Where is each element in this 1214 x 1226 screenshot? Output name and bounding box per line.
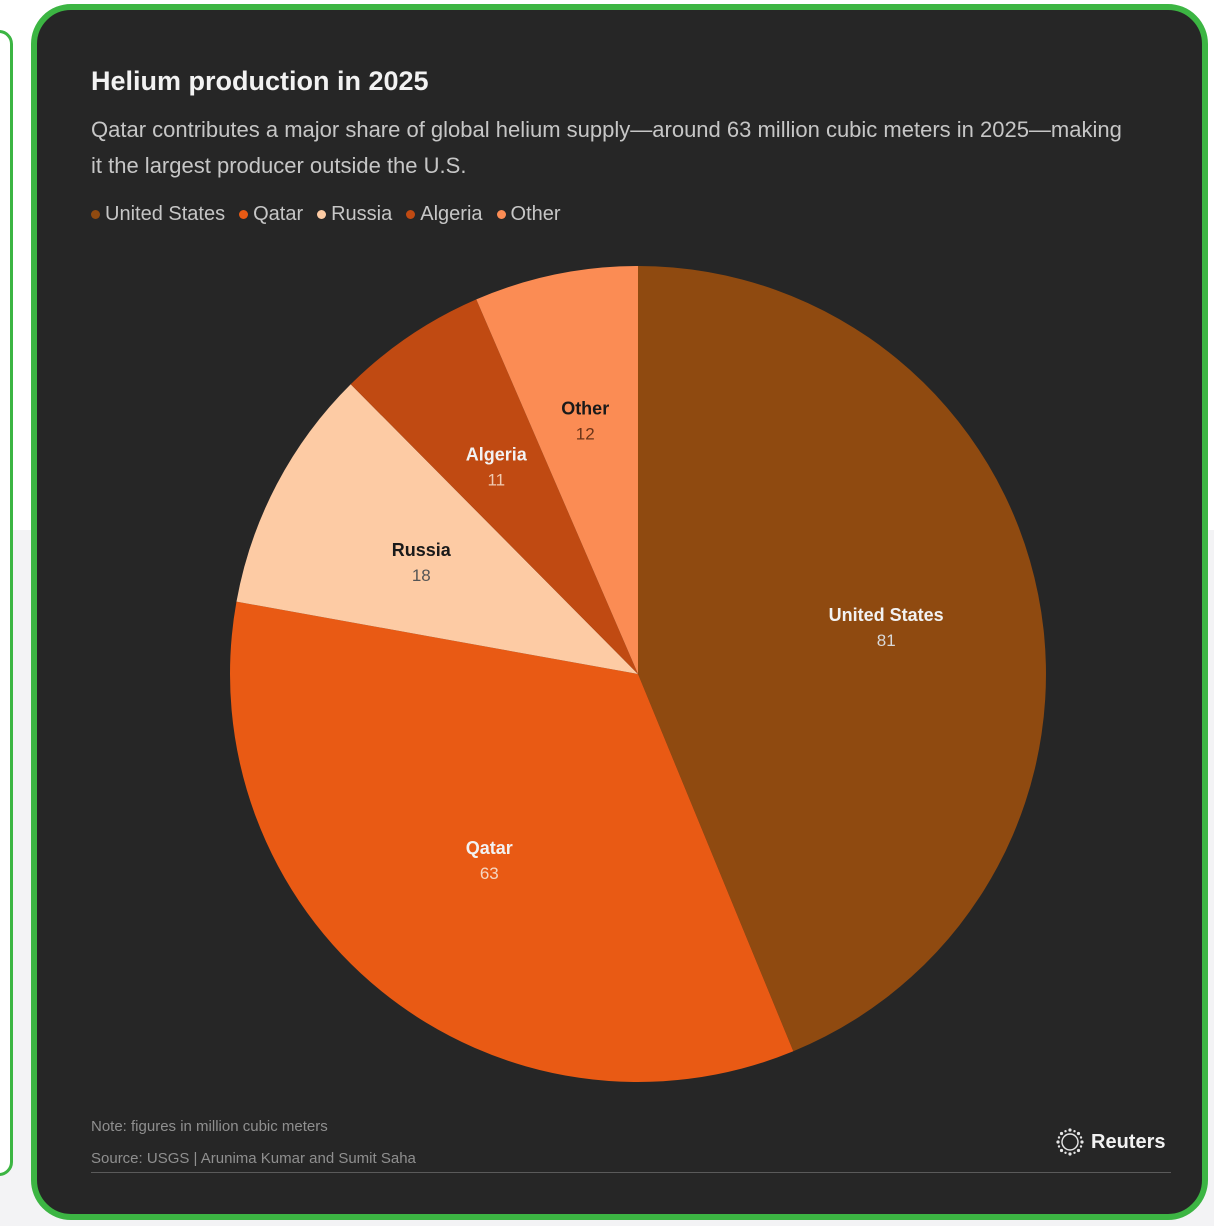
chart-card: Helium production in 2025 Qatar contribu… (31, 4, 1208, 1220)
chart-title: Helium production in 2025 (91, 66, 429, 96)
legend-swatch (91, 210, 100, 219)
legend-label: Other (510, 203, 561, 225)
slice-value: 12 (576, 424, 595, 443)
reuters-logo-icon (1056, 1128, 1084, 1156)
brand-name: Reuters (1091, 1130, 1166, 1153)
pie-slice-algeria (350, 299, 638, 674)
pie-slices (230, 266, 1046, 1082)
legend-item: United States (91, 203, 225, 226)
pie-slice-russia (236, 384, 638, 674)
legend-item: Qatar (239, 203, 303, 226)
pie-labels: United States 81 Qatar 63 Russia 18 Algeria 11 O… (392, 398, 944, 883)
reuters-logo: Reuters (1055, 1127, 1165, 1157)
slice-label: United States (829, 605, 944, 625)
legend-label: United States (105, 203, 226, 225)
slice-value: 11 (487, 470, 505, 489)
chart-subtitle: Qatar contributes a major share of globa… (91, 117, 1122, 178)
chart-note: Note: figures in million cubic meters (91, 1118, 328, 1135)
legend-swatch (239, 210, 249, 219)
legend-label: Algeria (420, 203, 483, 225)
pie-slice-united-states (638, 266, 1046, 1052)
pie-slice-other (476, 266, 638, 674)
pie-slice-qatar (230, 601, 794, 1082)
slice-label: Algeria (466, 444, 528, 464)
slice-value: 81 (877, 631, 896, 650)
legend-swatch (317, 210, 327, 219)
legend-swatch (496, 210, 506, 219)
legend-label: Qatar (253, 203, 304, 225)
adjacent-panel (0, 30, 13, 1176)
legend-item: Other (496, 203, 561, 226)
pie-chart: United States 81 Qatar 63 Russia 18 Algeria 11 O… (230, 266, 1046, 1082)
slice-label: Other (561, 398, 609, 418)
legend-swatch (406, 210, 416, 219)
legend: United States Qatar Russia Algeria Other (91, 203, 561, 226)
legend-item: Algeria (406, 203, 483, 226)
legend-label: Russia (331, 203, 393, 225)
legend-item: Russia (317, 203, 392, 226)
chart-source: Source: USGS | Arunima Kumar and Sumit S… (91, 1150, 416, 1167)
footer-divider (91, 1172, 1171, 1173)
slice-label: Qatar (466, 838, 513, 858)
slice-value: 18 (412, 566, 431, 585)
slice-label: Russia (392, 540, 452, 560)
slice-value: 63 (480, 864, 499, 883)
